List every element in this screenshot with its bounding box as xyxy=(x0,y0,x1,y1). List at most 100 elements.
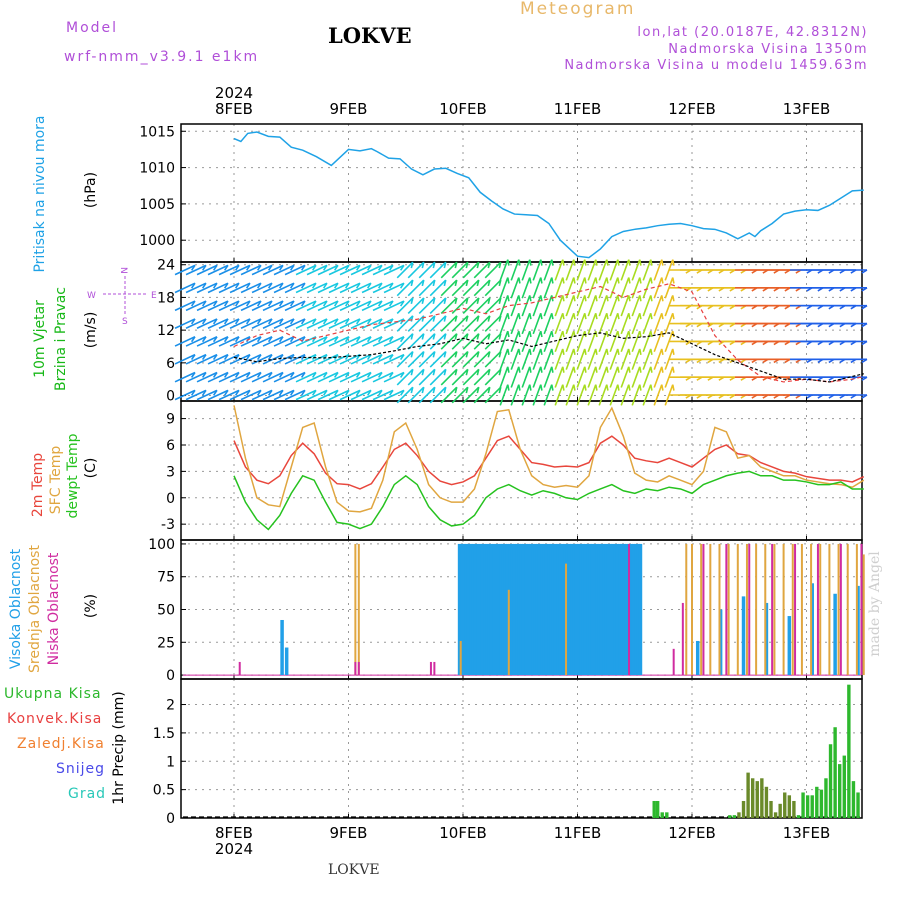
ytick-label-precipitation: 0 xyxy=(166,811,175,827)
wind-arrow xyxy=(262,282,284,294)
wind-arrow-head xyxy=(366,389,372,396)
wind-arrow xyxy=(240,318,262,329)
pressure-line xyxy=(233,131,864,259)
wind-arrow xyxy=(284,282,306,294)
cloud-bar-low xyxy=(725,543,728,676)
wind-arrow-head xyxy=(487,279,491,287)
footer-station: LOKVE xyxy=(328,862,380,878)
cloud-bar-mid xyxy=(837,543,840,676)
wind-arrow-head xyxy=(627,366,631,373)
temp-dew-line xyxy=(233,470,864,531)
wind-arrow-head xyxy=(465,315,469,322)
wind-arrow-head xyxy=(671,366,675,373)
wind-arrow xyxy=(196,336,218,347)
cloud-bar-high xyxy=(471,543,476,676)
wind-arrow xyxy=(543,295,553,317)
cloud-bar-high xyxy=(574,543,579,676)
wind-arrow xyxy=(174,282,196,294)
cloud-bar-mid xyxy=(736,543,739,676)
wind-arrow xyxy=(429,279,447,297)
wind-arrow-head xyxy=(190,354,196,361)
wind-arrow-head xyxy=(487,297,491,304)
cloud-bar-mid xyxy=(709,543,712,676)
cloud-bar-high xyxy=(508,543,512,676)
precip-bar xyxy=(824,778,828,818)
precip-bar xyxy=(652,800,656,818)
wind-arrow-head xyxy=(212,282,218,289)
cloud-bar-low xyxy=(429,661,432,676)
wind-arrow xyxy=(407,297,425,315)
wind-arrow xyxy=(328,318,350,329)
cloud-bar-low xyxy=(357,661,360,676)
wind-arrow xyxy=(620,312,630,335)
precip-bar xyxy=(773,812,778,818)
wind-arrow-head xyxy=(649,348,653,355)
wind-arrow-head xyxy=(289,372,295,378)
cloud-bar-high xyxy=(615,543,620,676)
wind-arrow xyxy=(473,261,491,279)
precip-bar xyxy=(796,815,801,818)
wind-arrow xyxy=(532,348,542,370)
wind-arrow xyxy=(295,371,317,383)
day-label-bottom: 12FEB xyxy=(668,824,715,842)
wind-arrow xyxy=(609,277,619,299)
cloud-bar-mid xyxy=(773,543,776,676)
wind-arrow xyxy=(532,384,542,406)
wind-arrow-head xyxy=(267,318,273,325)
wind-arrow-head xyxy=(443,333,447,340)
wind-arrow-head xyxy=(561,277,565,284)
wind-arrow-head xyxy=(498,351,502,358)
wind-arrow-head xyxy=(399,300,405,307)
wind-arrow-head xyxy=(311,372,317,378)
wind-arrow xyxy=(350,353,372,365)
wind-arrow xyxy=(429,297,447,315)
wind-arrow-head xyxy=(528,259,532,266)
wind-arrow xyxy=(499,366,509,388)
cloud-bar-high xyxy=(496,543,501,676)
cloud-bar-high xyxy=(590,543,595,676)
wind-arrow xyxy=(218,300,240,312)
wind-arrow-head xyxy=(267,264,273,271)
wind-arrow xyxy=(372,371,394,383)
wind-arrow xyxy=(429,350,447,368)
cloud-bar-mid xyxy=(810,543,813,676)
wind-arrow xyxy=(565,384,575,406)
wind-arrow xyxy=(418,315,436,332)
wind-arrow xyxy=(174,353,196,365)
cloud-bar-high xyxy=(606,543,611,676)
wind-arrow-head xyxy=(506,384,510,391)
wind-arrow-head xyxy=(201,336,207,343)
wind-arrow-head xyxy=(366,354,372,361)
cloud-bar-mid xyxy=(700,543,703,676)
wind-arrow-head xyxy=(278,282,284,289)
wind-arrow xyxy=(484,368,502,386)
wind-arrow xyxy=(462,315,480,332)
wind-arrow xyxy=(440,297,458,315)
wind-arrow-head xyxy=(616,384,620,391)
wind-arrow-head xyxy=(399,282,405,289)
wind-arrow-head xyxy=(311,282,317,289)
wind-arrow-head xyxy=(311,264,317,271)
wind-arrow xyxy=(451,261,469,279)
wind-arrow-head xyxy=(487,315,491,322)
cloud-bar-low xyxy=(672,648,675,676)
wind-arrow-head xyxy=(212,300,218,307)
wind-arrow-head xyxy=(517,330,521,338)
cloud-bar-high xyxy=(494,543,498,676)
wind-arrow xyxy=(207,389,229,401)
wind-arrow xyxy=(620,348,630,370)
wind-arrow-head xyxy=(399,264,405,271)
wind-arrow xyxy=(631,295,641,317)
wind-arrow xyxy=(372,336,394,347)
cloud-bar-high xyxy=(833,593,837,676)
wind-arrow xyxy=(484,279,502,297)
wind-arrow xyxy=(653,277,663,299)
wind-arrow-head xyxy=(190,389,196,396)
wind-arrow-head xyxy=(300,300,306,307)
wind-arrow xyxy=(565,366,575,388)
cloud-bar-high xyxy=(519,543,524,676)
wind-arrow-head xyxy=(355,300,361,307)
wind-arrow-head xyxy=(539,295,543,302)
cloud-bar-high xyxy=(638,543,643,676)
cloud-bar-mid xyxy=(745,543,748,676)
